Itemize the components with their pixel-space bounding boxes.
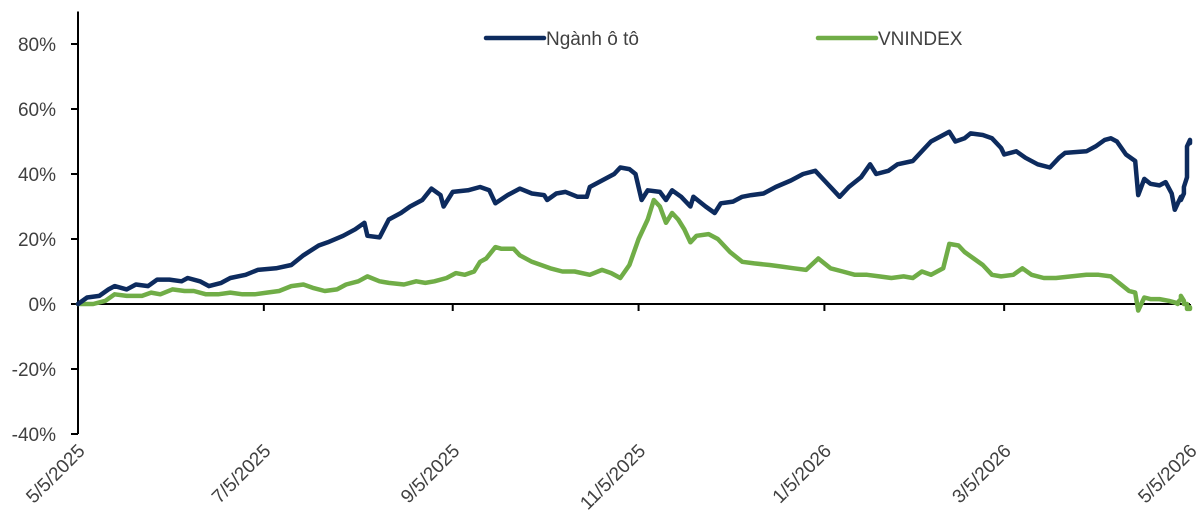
x-tick-label: 1/5/2026 — [769, 441, 836, 508]
x-tick-label: 5/5/2026 — [1134, 441, 1201, 508]
y-tick-label: 20% — [18, 230, 56, 251]
y-tick-label: 60% — [18, 100, 56, 121]
x-tick-label: 7/5/2025 — [208, 441, 275, 508]
y-axis: 80% 60% 40% 20% 0% -20% -40% — [12, 11, 79, 446]
series-line — [75, 197, 1193, 313]
y-tick-label: -40% — [12, 425, 56, 446]
x-axis: 5/5/2025 7/5/2025 9/5/2025 11/5/2025 1/5/202… — [22, 303, 1202, 515]
series-line — [75, 129, 1193, 307]
x-tick-label: 5/5/2025 — [22, 441, 89, 508]
x-tick-label: 11/5/2025 — [576, 441, 650, 515]
series-lines — [75, 129, 1193, 313]
y-tick-label: -20% — [12, 360, 56, 381]
legend-label: VNINDEX — [878, 29, 963, 50]
x-tick-label: 9/5/2025 — [397, 441, 464, 508]
y-tick-label: 80% — [18, 35, 56, 56]
y-tick-label: 0% — [29, 295, 57, 316]
y-tick-label: 40% — [18, 165, 56, 186]
legend-label: Ngành ô tô — [546, 29, 639, 50]
legend: Ngành ô tô VNINDEX — [483, 29, 963, 50]
x-tick-label: 3/5/2026 — [949, 441, 1016, 508]
